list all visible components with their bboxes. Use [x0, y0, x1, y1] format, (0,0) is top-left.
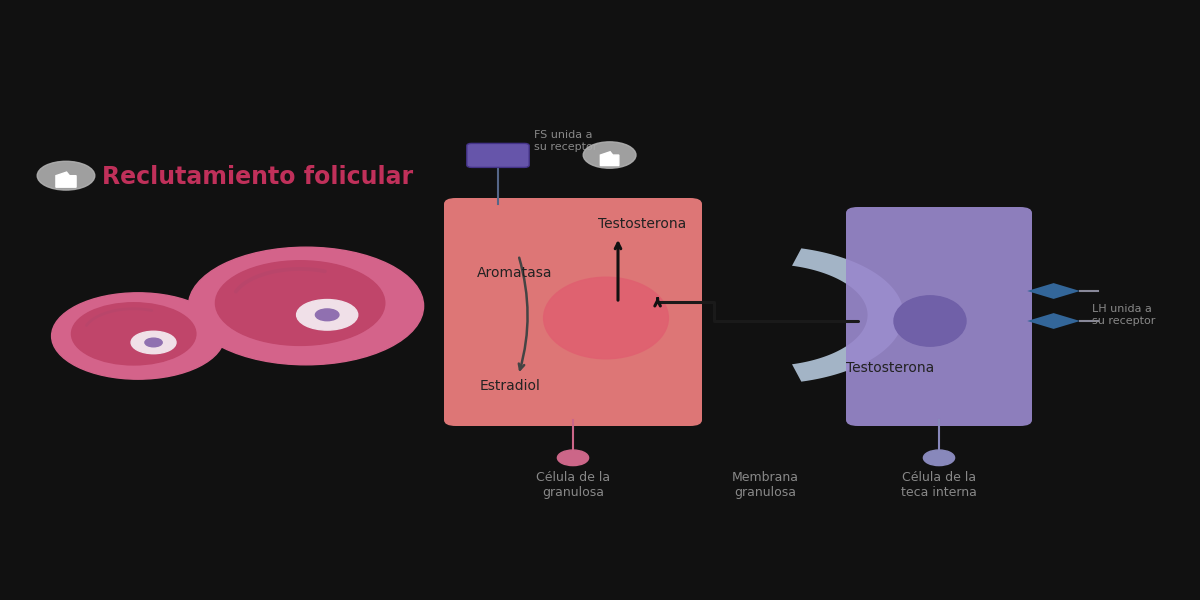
- Text: Testosterona: Testosterona: [598, 217, 686, 231]
- Circle shape: [72, 303, 196, 365]
- Circle shape: [316, 309, 338, 320]
- Ellipse shape: [544, 277, 668, 359]
- Circle shape: [188, 247, 424, 365]
- Circle shape: [216, 261, 385, 346]
- Text: Célula de la
teca interna: Célula de la teca interna: [901, 471, 977, 499]
- Text: Membrana
granulosa: Membrana granulosa: [732, 471, 799, 499]
- Circle shape: [296, 299, 358, 330]
- Text: Célula de la
granulosa: Célula de la granulosa: [536, 471, 610, 499]
- Text: Reclutamiento folicular: Reclutamiento folicular: [102, 165, 413, 189]
- Circle shape: [37, 161, 95, 190]
- FancyBboxPatch shape: [846, 207, 1032, 426]
- Text: Estradiol: Estradiol: [480, 379, 540, 393]
- Circle shape: [145, 338, 162, 347]
- Circle shape: [924, 450, 955, 466]
- Polygon shape: [792, 248, 904, 382]
- FancyBboxPatch shape: [467, 143, 529, 167]
- Text: Testosterona: Testosterona: [846, 361, 935, 375]
- Circle shape: [52, 293, 224, 379]
- Text: LH unida a
su receptor: LH unida a su receptor: [1092, 304, 1156, 326]
- Circle shape: [131, 331, 176, 354]
- Text: FS unida a
su receptor: FS unida a su receptor: [534, 130, 598, 152]
- Polygon shape: [56, 172, 76, 187]
- Text: Aromatasa: Aromatasa: [476, 266, 552, 280]
- Polygon shape: [1027, 313, 1080, 329]
- Circle shape: [583, 142, 636, 168]
- Polygon shape: [1027, 283, 1080, 299]
- Ellipse shape: [894, 296, 966, 346]
- FancyBboxPatch shape: [444, 198, 702, 426]
- Polygon shape: [600, 152, 619, 166]
- Circle shape: [557, 450, 589, 466]
